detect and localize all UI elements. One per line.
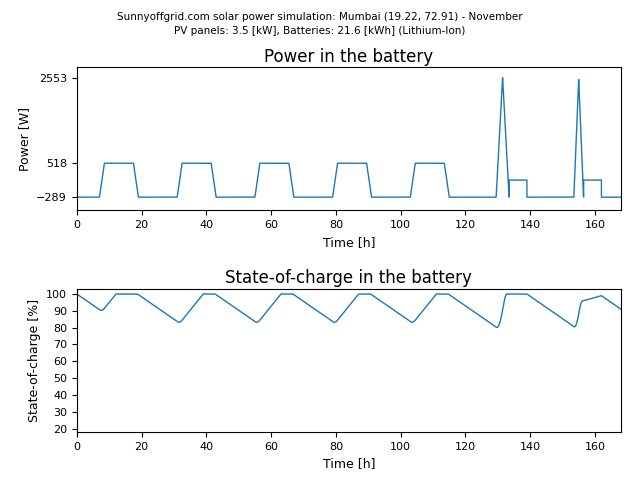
X-axis label: Time [h]: Time [h]: [323, 236, 375, 249]
Title: Power in the battery: Power in the battery: [264, 48, 433, 66]
X-axis label: Time [h]: Time [h]: [323, 457, 375, 470]
Text: PV panels: 3.5 [kW], Batteries: 21.6 [kWh] (Lithium-Ion): PV panels: 3.5 [kW], Batteries: 21.6 [kW…: [174, 26, 466, 36]
Text: Sunnyoffgrid.com solar power simulation: Mumbai (19.22, 72.91) - November: Sunnyoffgrid.com solar power simulation:…: [117, 12, 523, 22]
Y-axis label: State-of-charge [%]: State-of-charge [%]: [28, 299, 40, 422]
Y-axis label: Power [W]: Power [W]: [18, 107, 31, 171]
Title: State-of-charge in the battery: State-of-charge in the battery: [225, 269, 472, 288]
